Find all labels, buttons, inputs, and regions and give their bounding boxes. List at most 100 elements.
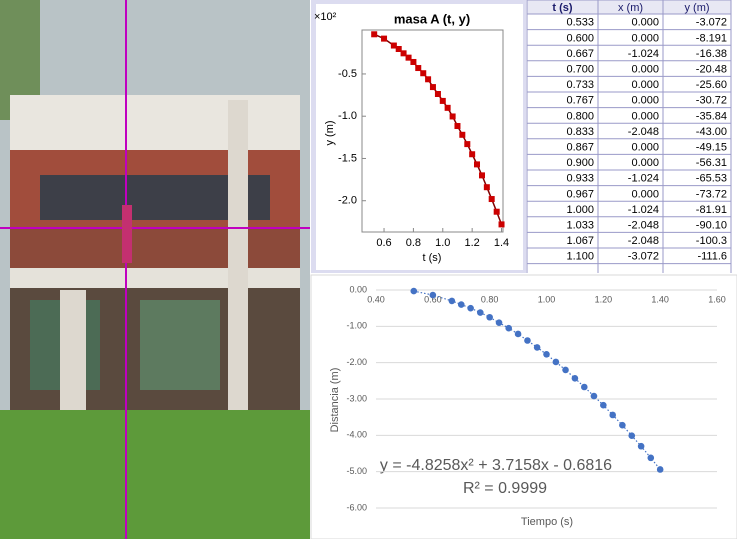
- data-point: [628, 432, 635, 439]
- table-cell: -73.72: [696, 188, 727, 200]
- table-cell: -56.31: [696, 157, 727, 169]
- table-cell: 0.000: [631, 157, 659, 169]
- table-cell: 0.833: [566, 126, 594, 138]
- data-point: [657, 466, 664, 473]
- table-cell: 0.667: [566, 48, 594, 60]
- table-cell: 0.000: [631, 110, 659, 122]
- data-point: [430, 292, 437, 299]
- table-cell: 0.733: [566, 79, 594, 91]
- table-cell: 0.000: [631, 17, 659, 29]
- x-tick-label: 1.20: [595, 294, 613, 304]
- x-axis-label: t (s): [423, 252, 442, 264]
- table-cell: -81.91: [696, 204, 727, 216]
- grass: [0, 410, 310, 539]
- data-point: [496, 319, 503, 326]
- data-point: [534, 344, 541, 351]
- table-cell: 0.000: [631, 188, 659, 200]
- table-cell: -43.00: [696, 126, 727, 138]
- data-point: [410, 59, 416, 65]
- y-tick-label: -4.00: [346, 430, 367, 440]
- data-point: [505, 325, 512, 332]
- x-tick-label: 1.4: [494, 237, 509, 249]
- data-point: [572, 375, 579, 382]
- person: [122, 205, 132, 263]
- table-cell: -1.024: [628, 48, 659, 60]
- y-axis-label: y (m): [324, 120, 336, 145]
- y-tick-label: -2.00: [346, 357, 367, 367]
- table-cell: -30.72: [696, 95, 727, 107]
- screen: masa A (t, y) ×10² t (s) y (m) t (s)x (m…: [0, 0, 737, 539]
- data-point: [454, 123, 460, 129]
- table-cell: 0.000: [631, 95, 659, 107]
- data-point: [553, 359, 560, 366]
- data-point: [524, 337, 531, 344]
- data-point: [489, 196, 495, 202]
- video-frame: [0, 0, 310, 539]
- chart-background: [311, 275, 737, 539]
- x-tick-label: 1.0: [435, 237, 450, 249]
- data-point: [647, 455, 654, 462]
- table-cell: -25.60: [696, 79, 727, 91]
- data-point: [467, 305, 474, 312]
- table-cell: 0.000: [631, 32, 659, 44]
- table-cell: 1.067: [566, 235, 594, 247]
- data-point: [381, 36, 387, 42]
- data-point: [458, 301, 465, 308]
- y-tick-label: -3.00: [346, 393, 367, 403]
- table-cell: -111.6: [697, 251, 727, 263]
- data-point: [410, 288, 417, 295]
- table-cell: 1.000: [566, 204, 594, 216]
- table-cell: -1.024: [628, 204, 659, 216]
- r-squared: R² = 0.9999: [463, 480, 547, 497]
- table-cell: 1.033: [566, 220, 594, 232]
- page: {"chart_data": [ {"type": "scatter", "ti…: [0, 0, 737, 539]
- column-header: t (s): [552, 2, 573, 14]
- data-point: [449, 298, 456, 305]
- x-tick-label: 0.40: [367, 294, 385, 304]
- column: [60, 290, 86, 420]
- data-point: [469, 151, 475, 157]
- data-point: [486, 314, 493, 321]
- data-point: [494, 209, 500, 215]
- x-axis-label: Tiempo (s): [521, 516, 573, 528]
- table-cell: -16.38: [696, 48, 727, 60]
- data-point: [435, 91, 441, 97]
- x-tick-label: 0.8: [406, 237, 421, 249]
- data-point: [371, 31, 377, 37]
- table-cell: -2.048: [628, 220, 659, 232]
- data-point: [484, 184, 490, 190]
- data-point: [430, 84, 436, 90]
- x-tick-label: 1.60: [708, 294, 726, 304]
- y-tick-label: -1.00: [346, 321, 367, 331]
- data-point: [445, 105, 451, 111]
- x-tick-label: 0.80: [481, 294, 499, 304]
- data-point: [459, 132, 465, 138]
- arch: [140, 300, 220, 390]
- table-cell: 0.867: [566, 142, 594, 154]
- data-point: [543, 351, 550, 358]
- x-tick-label: 1.40: [651, 294, 669, 304]
- table-cell: 0.767: [566, 95, 594, 107]
- data-point: [425, 76, 431, 82]
- y-tick-label: 0.00: [349, 284, 367, 294]
- table-cell: -1.024: [628, 173, 659, 185]
- data-point: [562, 367, 569, 374]
- table-cell: 0.000: [631, 142, 659, 154]
- data-point: [420, 70, 426, 76]
- column: [228, 100, 248, 420]
- y-tick-label: -1.0: [338, 110, 357, 122]
- x-tick-label: 1.2: [465, 237, 480, 249]
- x-tick-label: 1.00: [538, 294, 556, 304]
- data-point: [581, 384, 588, 391]
- table-cell: -8.191: [696, 32, 727, 44]
- data-point: [619, 422, 626, 429]
- roof: [10, 95, 300, 155]
- table-cell: 0.600: [566, 32, 594, 44]
- data-point: [515, 331, 522, 338]
- table-cell: -90.10: [696, 220, 727, 232]
- table-cell: -100.3: [696, 235, 727, 247]
- data-point: [609, 412, 616, 419]
- table-cell: -2.048: [628, 235, 659, 247]
- data-point: [415, 65, 421, 71]
- balcony: [10, 228, 300, 270]
